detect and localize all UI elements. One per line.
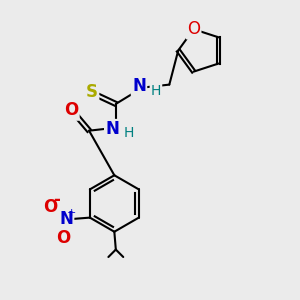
Text: H: H xyxy=(151,84,161,98)
Text: N: N xyxy=(132,77,146,95)
Text: N: N xyxy=(105,120,119,138)
Text: H: H xyxy=(124,126,134,140)
Text: -: - xyxy=(53,191,60,209)
Text: O: O xyxy=(43,198,57,216)
Text: S: S xyxy=(86,83,98,101)
Text: +: + xyxy=(67,208,76,218)
Text: O: O xyxy=(187,20,200,38)
Text: N: N xyxy=(59,210,73,228)
Text: O: O xyxy=(64,101,78,119)
Text: O: O xyxy=(56,230,70,247)
